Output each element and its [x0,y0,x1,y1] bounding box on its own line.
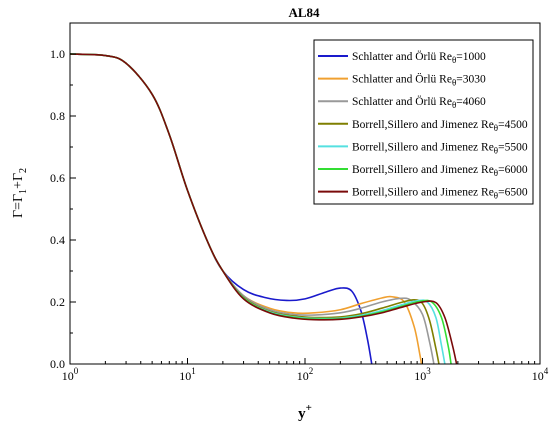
x-tick-label-0: 100 [62,366,79,383]
legend-entry-6: Borrell,Sillero and Jimenez Reθ=6500 [352,187,528,201]
x-tick-label-exp-4: 4 [544,366,549,376]
plot-area [69,53,458,365]
x-tick-label-exp-1: 1 [191,366,196,376]
y-tick-label-3: 0.6 [50,171,65,185]
legend-entry-1: Schlatter and Örlü Reθ=3030 [352,72,486,88]
x-axis-label: y+ [298,402,312,422]
y-axis-label: Γ=Γ1+Γ2 [11,168,29,218]
x-tick-label-base-2: 10 [297,369,309,383]
x-axis-label-sup: + [306,402,312,414]
x-tick-label-3: 103 [414,366,431,383]
legend-entry-0: Schlatter and Örlü Reθ=1000 [352,49,486,65]
x-axis-label-base: y [298,406,306,422]
y-tick-label-4: 0.8 [50,109,65,123]
x-tick-label-1: 101 [179,366,196,383]
x-tick-label-2: 102 [297,366,314,383]
x-tick-label-base-0: 10 [62,369,74,383]
x-tick-label-4: 104 [532,366,549,383]
x-tick-label-base-3: 10 [414,369,426,383]
y-tick-label-2: 0.4 [50,233,65,247]
legend-entry-5: Borrell,Sillero and Jimenez Reθ=6000 [352,164,528,178]
legend-box [313,39,534,205]
series-line-6 [69,53,458,365]
x-tick-label-base-4: 10 [532,369,544,383]
y-tick-label-1: 0.2 [50,295,65,309]
chart-title: AL84 [288,5,320,20]
legend-entry-4: Borrell,Sillero and Jimenez Reθ=5500 [352,141,528,155]
x-tick-label-exp-0: 0 [74,366,79,376]
legend-entry-3: Borrell,Sillero and Jimenez Reθ=4500 [352,119,528,133]
legend-entry-2: Schlatter and Örlü Reθ=4060 [352,94,486,110]
legend: Schlatter and Örlü Reθ=1000 Schlatter and… [313,39,534,205]
y-axis-label-part2: +Γ [11,173,26,189]
y-axis-label-part0: Γ=Γ [11,194,26,218]
y-axis-label-sub1: 1 [18,189,29,194]
x-tick-label-exp-2: 2 [309,366,314,376]
y-axis-label-sub2: 2 [18,168,29,173]
x-tick-label-exp-3: 3 [426,366,431,376]
x-tick-label-base-1: 10 [179,369,191,383]
y-tick-label-0: 0.0 [50,357,65,371]
y-tick-label-5: 1.0 [50,47,65,61]
